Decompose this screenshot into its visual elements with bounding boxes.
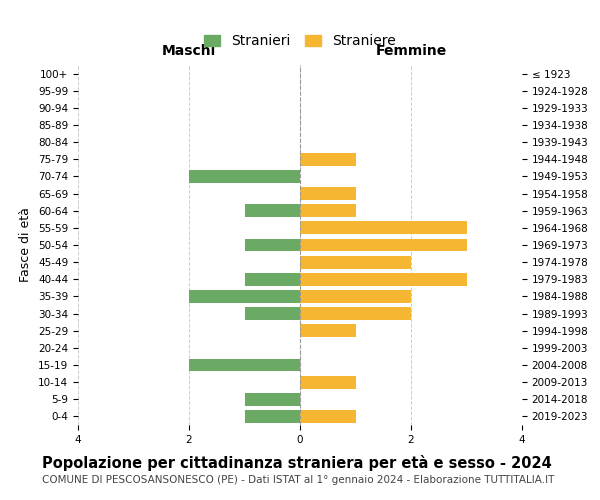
- Text: Maschi: Maschi: [162, 44, 216, 58]
- Bar: [300, 153, 355, 166]
- Bar: [300, 204, 355, 217]
- Legend: Stranieri, Straniere: Stranieri, Straniere: [198, 28, 402, 54]
- Bar: [300, 324, 355, 337]
- Bar: [300, 256, 411, 268]
- Bar: [300, 238, 467, 252]
- Bar: [245, 307, 300, 320]
- Text: Femmine: Femmine: [376, 44, 446, 58]
- Text: COMUNE DI PESCOSANSONESCO (PE) - Dati ISTAT al 1° gennaio 2024 - Elaborazione TU: COMUNE DI PESCOSANSONESCO (PE) - Dati IS…: [42, 475, 554, 485]
- Bar: [189, 358, 300, 372]
- Bar: [300, 222, 467, 234]
- Y-axis label: Fasce di età: Fasce di età: [19, 208, 32, 282]
- Bar: [300, 307, 411, 320]
- Y-axis label: Anni di nascita: Anni di nascita: [597, 198, 600, 291]
- Bar: [300, 187, 355, 200]
- Bar: [189, 170, 300, 183]
- Bar: [245, 393, 300, 406]
- Bar: [245, 204, 300, 217]
- Bar: [300, 273, 467, 285]
- Bar: [300, 410, 355, 423]
- Bar: [300, 290, 411, 303]
- Text: Popolazione per cittadinanza straniera per età e sesso - 2024: Popolazione per cittadinanza straniera p…: [42, 455, 552, 471]
- Bar: [189, 290, 300, 303]
- Bar: [300, 376, 355, 388]
- Bar: [245, 410, 300, 423]
- Bar: [245, 238, 300, 252]
- Bar: [245, 273, 300, 285]
